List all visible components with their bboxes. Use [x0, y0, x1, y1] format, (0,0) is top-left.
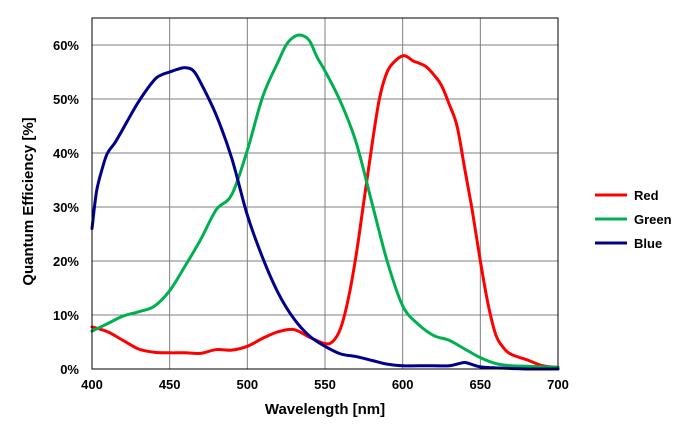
x-tick-label: 550: [314, 377, 336, 392]
series-line-red: [90, 54, 560, 369]
y-tick-label: 20%: [53, 254, 79, 269]
series-lines: [90, 33, 560, 371]
legend: Red Green Blue: [595, 188, 672, 251]
x-tick-label: 650: [469, 377, 491, 392]
grid: [91, 18, 559, 370]
y-axis-title: Quantum Efficiency [%]: [20, 117, 37, 285]
y-tick-label: 40%: [53, 146, 79, 161]
y-tick-label: 60%: [53, 38, 79, 53]
x-axis-title: Wavelength [nm]: [265, 401, 385, 418]
y-tick-label: 30%: [53, 200, 79, 215]
y-axis-ticks: 0% 10% 20% 30% 40% 50% 60%: [53, 38, 79, 377]
plot-frame: [91, 17, 559, 370]
x-tick-label: 450: [159, 377, 181, 392]
y-tick-label: 50%: [53, 92, 79, 107]
legend-label-green: Green: [634, 212, 672, 227]
x-tick-label: 600: [392, 377, 414, 392]
x-tick-label: 700: [547, 377, 569, 392]
x-axis-ticks: 400 450 500 550 600 650 700: [81, 377, 569, 392]
series-line-green: [90, 33, 560, 369]
x-tick-label: 400: [81, 377, 103, 392]
legend-label-blue: Blue: [634, 236, 662, 251]
legend-label-red: Red: [634, 188, 659, 203]
series-line-blue: [90, 66, 560, 371]
x-tick-label: 500: [236, 377, 258, 392]
y-tick-label: 10%: [53, 308, 79, 323]
y-tick-label: 0%: [60, 362, 79, 377]
